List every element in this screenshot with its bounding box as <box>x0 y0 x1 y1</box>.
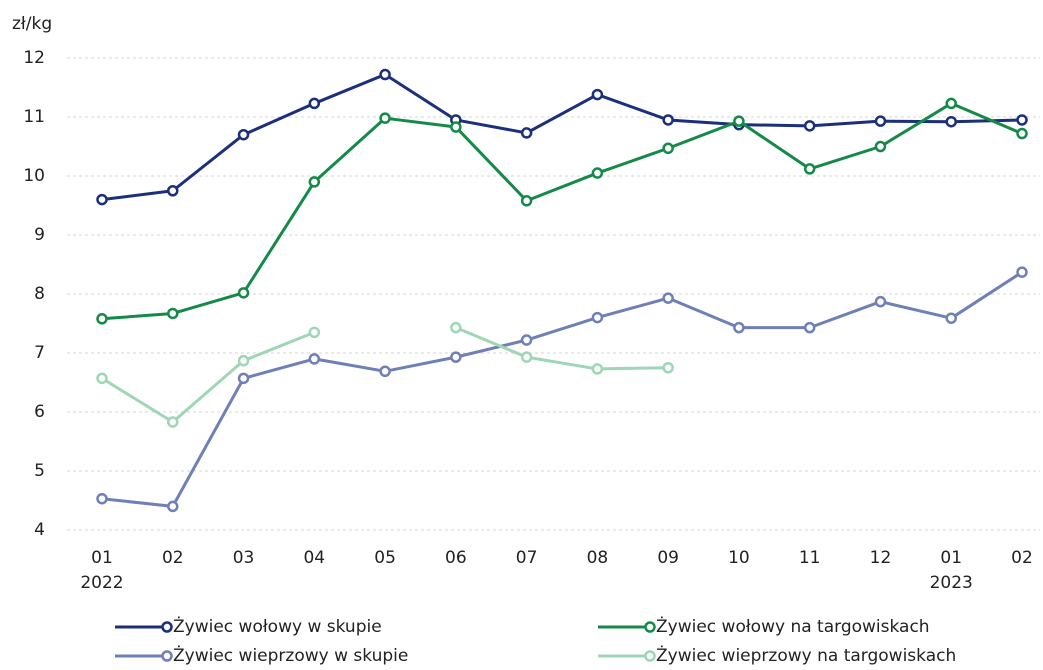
y-tick-label: 11 <box>23 107 45 127</box>
y-tick-label: 12 <box>23 48 45 68</box>
data-point <box>1016 127 1028 140</box>
data-point <box>591 311 604 324</box>
data-point <box>308 176 321 188</box>
data-point <box>237 354 250 367</box>
data-point <box>945 312 957 324</box>
legend-label: Żywiec wołowy w skupie <box>173 616 382 637</box>
x-tick-label: 04 <box>303 548 325 568</box>
data-point <box>308 353 321 365</box>
data-point <box>96 492 108 505</box>
x-tick-label: 01 <box>940 548 962 568</box>
series-line <box>101 326 669 424</box>
y-tick-label: 4 <box>34 520 45 540</box>
data-point <box>662 292 674 304</box>
data-point <box>945 115 957 128</box>
data-point <box>520 351 533 363</box>
data-point <box>379 365 391 378</box>
data-point <box>591 167 604 179</box>
data-point <box>733 321 745 334</box>
legend-marker <box>644 621 656 633</box>
data-point <box>520 127 533 139</box>
data-point <box>591 88 604 101</box>
data-point <box>803 321 816 334</box>
data-point <box>520 334 533 346</box>
y-tick-label: 8 <box>34 284 45 304</box>
series-line <box>101 73 1023 202</box>
legend-label: Żywiec wieprzowy w skupie <box>173 645 408 666</box>
x-tick-label: 01 <box>91 548 113 568</box>
legend-marker <box>161 650 173 662</box>
x-year-label: 2023 <box>930 573 973 593</box>
series-line <box>101 270 1023 508</box>
x-tick-label: 02 <box>1011 548 1033 568</box>
x-tick-label: 09 <box>657 548 679 568</box>
y-tick-label: 10 <box>23 166 45 186</box>
legend-marker <box>644 650 656 662</box>
data-point <box>591 363 604 375</box>
data-point <box>450 321 462 334</box>
series-line <box>101 101 1023 321</box>
data-point <box>167 307 179 320</box>
legend-marker <box>161 621 173 633</box>
data-point <box>1016 266 1028 278</box>
data-point <box>379 68 391 81</box>
data-point <box>520 195 533 207</box>
data-point <box>167 500 179 513</box>
x-tick-label: 03 <box>233 548 255 568</box>
legend-label: Żywiec wołowy na targowiskach <box>656 616 930 637</box>
data-point <box>379 112 391 124</box>
x-tick-label: 10 <box>728 548 750 568</box>
x-tick-label: 05 <box>374 548 396 568</box>
x-tick-label: 02 <box>162 548 184 568</box>
x-tick-label: 08 <box>587 548 609 568</box>
data-point <box>237 128 250 141</box>
data-point <box>662 142 674 155</box>
data-point <box>96 372 108 385</box>
data-point <box>96 193 108 206</box>
x-tick-label: 06 <box>445 548 467 568</box>
y-axis-label: zł/kg <box>12 14 52 34</box>
data-point <box>450 121 462 133</box>
data-point <box>662 114 674 126</box>
x-tick-label: 07 <box>516 548 538 568</box>
data-point <box>874 115 887 127</box>
data-point <box>237 372 250 385</box>
data-point <box>945 97 957 110</box>
data-point <box>733 115 745 127</box>
data-point <box>237 287 250 299</box>
data-point <box>662 362 674 374</box>
data-point <box>1016 114 1028 126</box>
data-point <box>96 313 108 325</box>
data-point <box>803 120 816 132</box>
y-tick-label: 5 <box>34 461 45 481</box>
data-point <box>874 295 887 308</box>
y-tick-label: 9 <box>34 225 45 245</box>
data-point <box>308 97 321 110</box>
data-point <box>803 163 816 175</box>
x-year-label: 2022 <box>80 573 123 593</box>
x-tick-label: 11 <box>799 548 821 568</box>
y-tick-label: 6 <box>34 402 45 422</box>
x-tick-label: 12 <box>870 548 892 568</box>
data-point <box>167 185 179 197</box>
data-point <box>450 351 462 363</box>
data-point <box>874 140 887 153</box>
legend-label: Żywiec wieprzowy na targowiskach <box>656 645 956 666</box>
data-point <box>308 326 321 339</box>
y-tick-label: 7 <box>34 343 45 363</box>
data-point <box>167 416 179 428</box>
